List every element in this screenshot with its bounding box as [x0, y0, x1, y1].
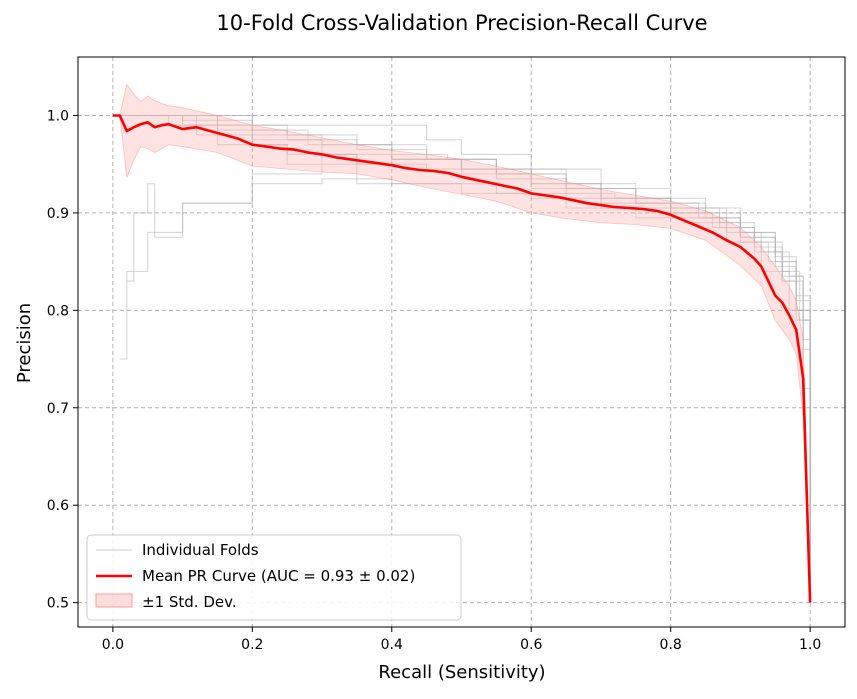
y-axis-title: Precision	[14, 303, 35, 383]
y-tick-label: 0.6	[47, 498, 69, 514]
mean-pr-curve	[112, 114, 812, 603]
y-tick-label: 0.9	[47, 206, 69, 222]
axis-ticks: 0.0 0.2 0.4 0.6 0.8 1.0 0.5 0.6 0.7 0.8 0.9 1.0	[47, 108, 822, 653]
x-tick-label: 0.8	[660, 637, 682, 653]
x-axis-title: Recall (Sensitivity)	[378, 662, 545, 683]
legend-folds-label: Individual Folds	[142, 541, 259, 559]
y-tick-label: 0.5	[47, 596, 69, 612]
std-band	[112, 83, 811, 603]
legend: Individual Folds Mean PR Curve (AUC = 0.…	[86, 534, 462, 621]
fold-line	[112, 114, 811, 603]
x-tick-label: 1.0	[799, 637, 821, 653]
fold-line	[112, 114, 811, 603]
y-tick-label: 0.8	[47, 303, 69, 319]
y-tick-label: 0.7	[47, 401, 69, 417]
x-tick-label: 0.0	[102, 637, 124, 653]
fold-line	[112, 114, 811, 603]
chart-title: 10-Fold Cross-Validation Precision-Recal…	[216, 11, 707, 35]
plot-area	[112, 83, 812, 603]
legend-box	[86, 534, 462, 621]
x-tick-label: 0.4	[381, 637, 403, 653]
x-tick-label: 0.6	[520, 637, 542, 653]
legend-mean-label: Mean PR Curve (AUC = 0.93 ± 0.02)	[142, 567, 415, 585]
legend-band-swatch	[95, 593, 133, 608]
legend-band-label: ±1 Std. Dev.	[142, 593, 237, 611]
x-tick-label: 0.2	[241, 637, 263, 653]
plot-frame	[77, 56, 846, 628]
y-tick-label: 1.0	[47, 108, 69, 124]
